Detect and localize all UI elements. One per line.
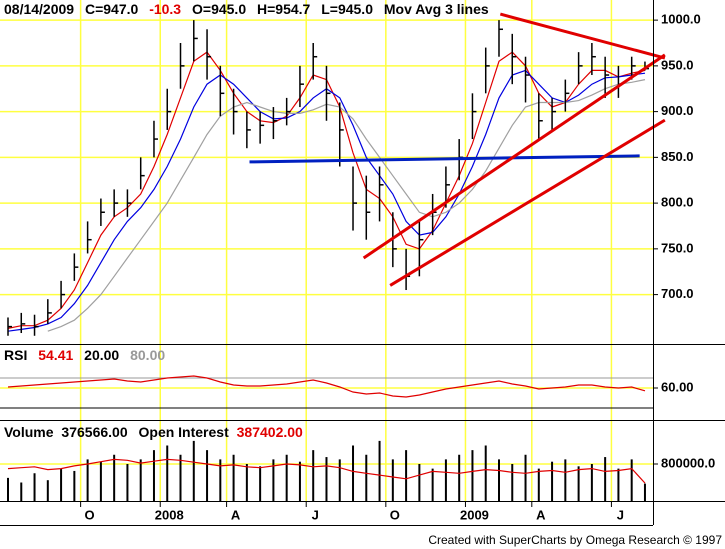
volume-title: Volume [4,424,54,440]
oi-current: 387402.00 [236,424,303,440]
rsi-level: 20.00 [84,347,120,363]
high: H=954.7 [257,1,311,17]
open-interest-line [7,458,646,484]
y-tick-label: 700.0 [661,286,694,301]
y-tick-label: 850.0 [661,149,694,164]
y-tick-label: 750.0 [661,240,694,255]
x-tick-label: A [231,507,241,522]
low: L=945.0 [321,1,373,17]
y-tick-label: 900.0 [661,103,694,118]
x-tick-label: 2009 [460,507,489,522]
x-tick-label: A [536,507,546,522]
y-tick-label: 1000.0 [661,12,701,27]
rsi-line [7,375,646,398]
volume-header: Volume 376566.00 Open Interest 387402.00 [4,424,310,440]
x-tick-label: O [390,507,400,522]
x-tick-label: J [312,507,319,522]
y-tick-label: 800.0 [661,195,694,210]
trend-line [249,154,640,164]
price-header: 08/14/2009 C=947.0 -10.3 O=945.0 H=954.7… [4,1,496,17]
y-tick-label: 800000.0 [661,455,715,470]
rsi-current: 54.41 [38,347,74,363]
rsi-header: RSI 54.41 20.00 80.00 [4,347,172,363]
study: Mov Avg 3 lines [383,1,489,17]
trend-line [389,118,666,287]
rsi-title: RSI [4,347,28,363]
volume-current: 376566.00 [61,424,128,440]
y-tick-label: 60.00 [661,379,694,394]
oi-title: Open Interest [138,424,229,440]
trend-line [362,53,666,260]
x-tick-label: O [85,507,95,522]
open: O=945.0 [192,1,247,17]
x-tick-label: 2008 [155,507,184,522]
x-tick-label: J [617,507,624,522]
date: 08/14/2009 [4,1,75,17]
y-tick-label: 950.0 [661,57,694,72]
change: -10.3 [149,1,182,17]
close: C=947.0 [84,1,139,17]
moving-average [47,79,646,332]
footer: Created with SuperCharts by Omega Resear… [428,533,722,547]
rsi-level: 80.00 [130,347,166,363]
trend-line [499,12,666,60]
